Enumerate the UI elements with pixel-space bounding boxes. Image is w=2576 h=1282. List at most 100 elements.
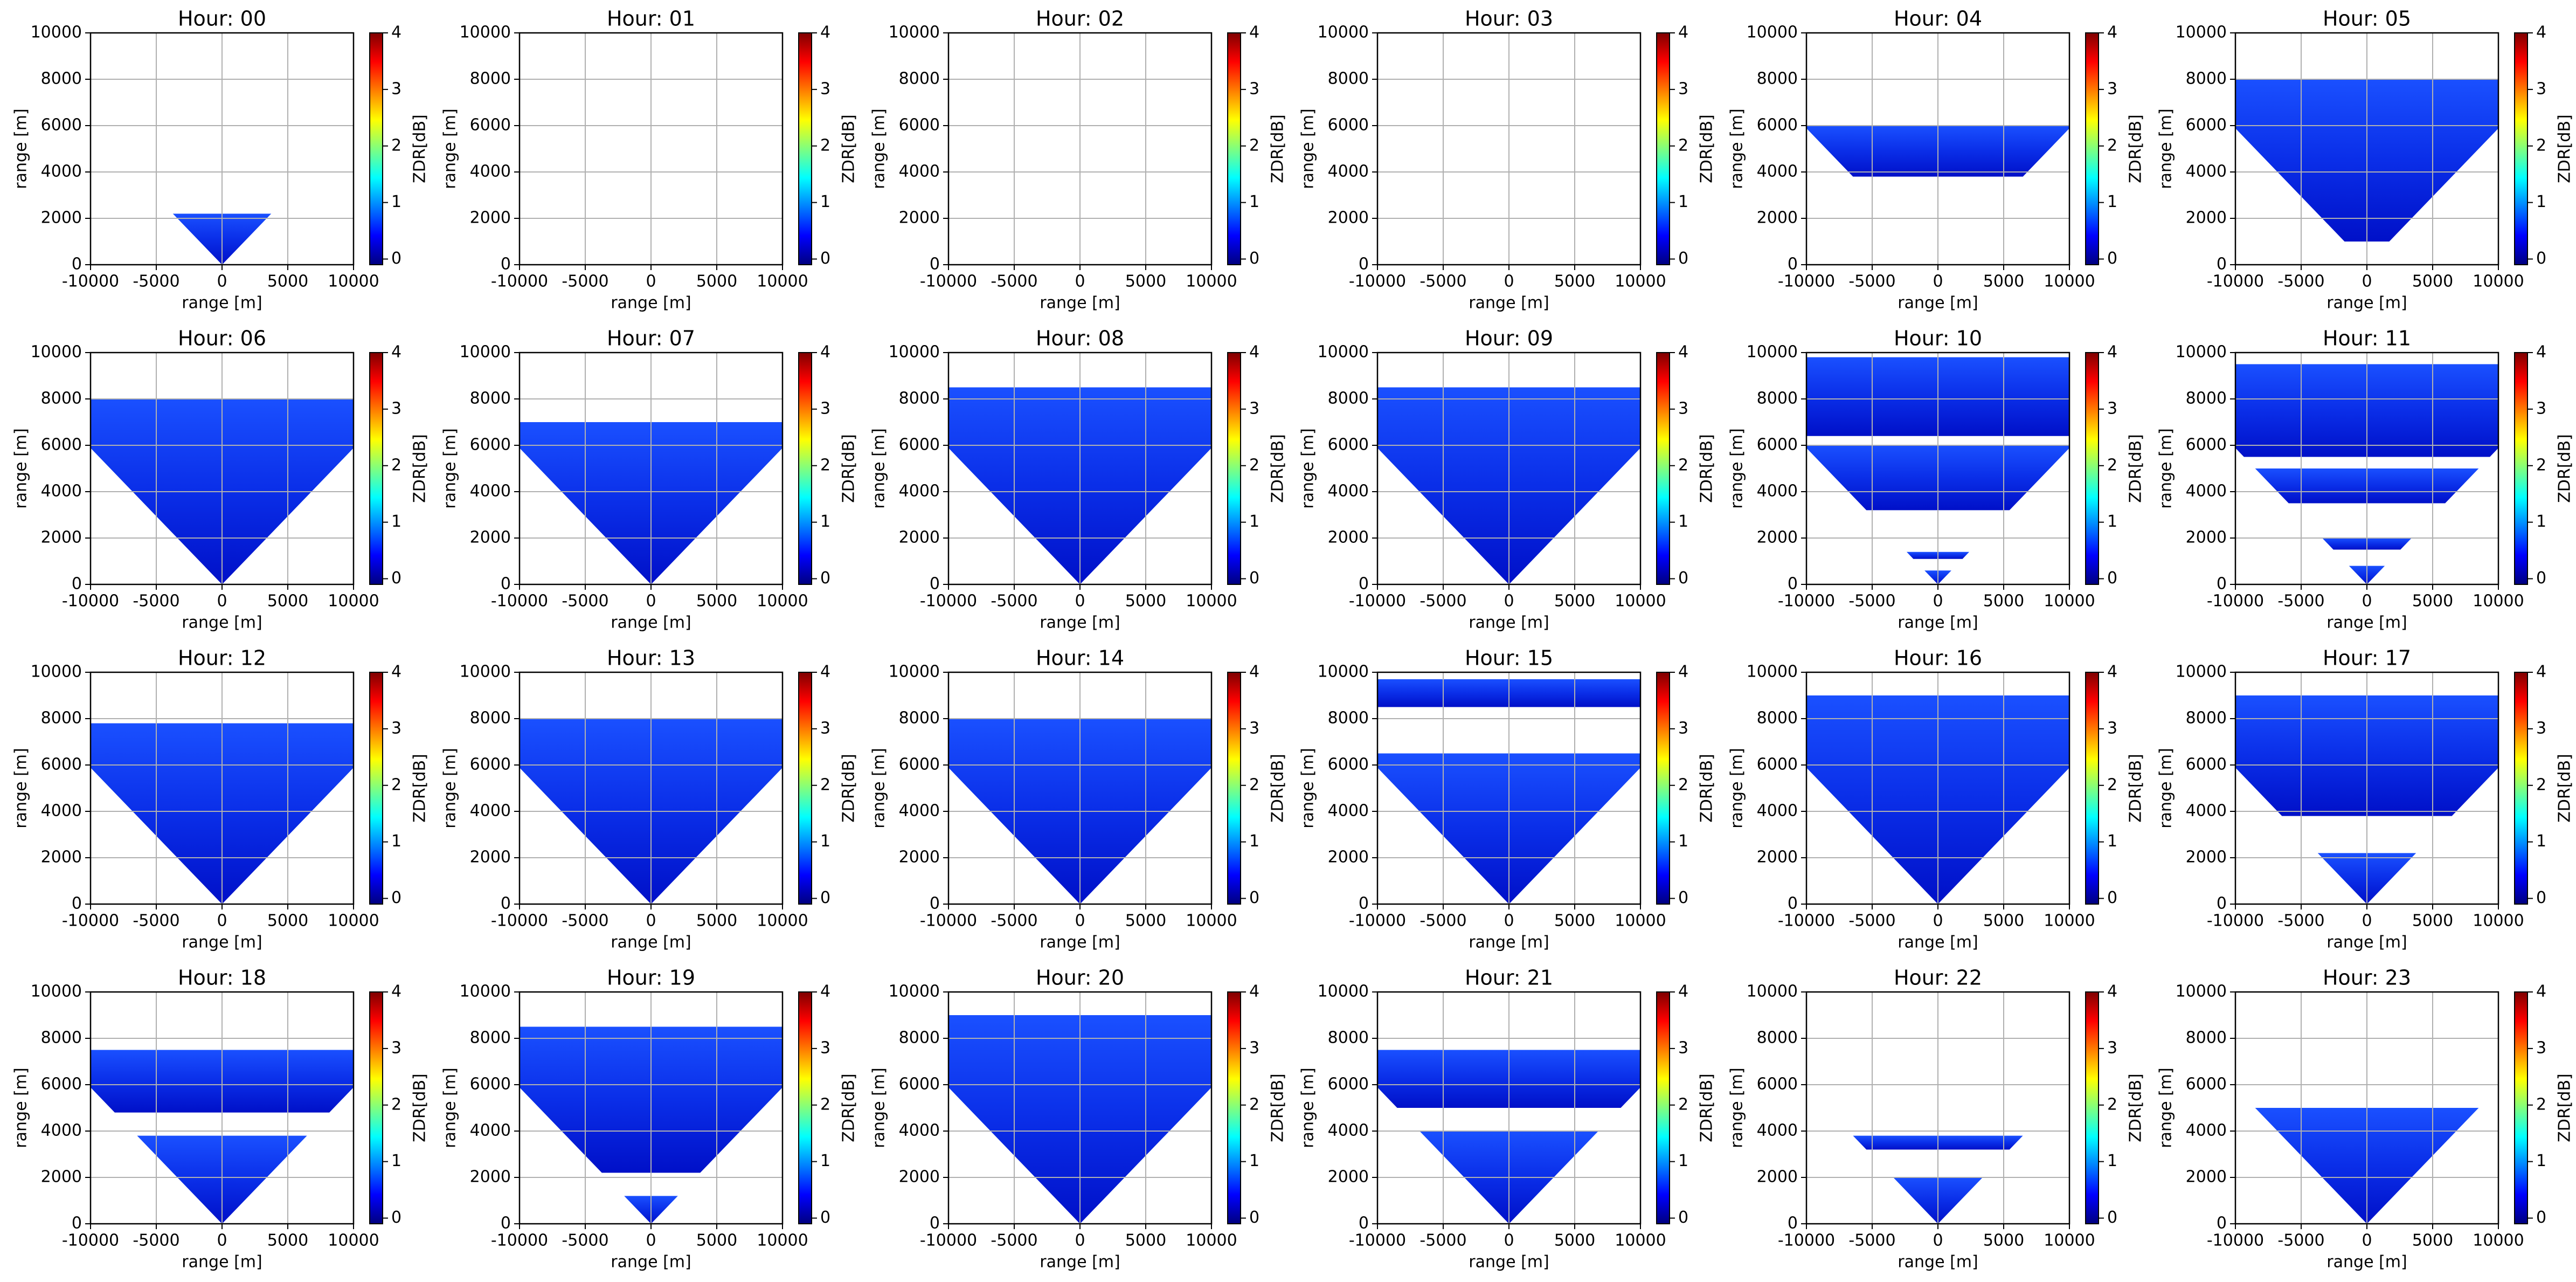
y-tick-label: 2000 xyxy=(41,209,82,228)
x-axis-label: range [m] xyxy=(1898,933,1978,952)
y-tick-label: 10000 xyxy=(1747,343,1798,362)
y-tick-label: 0 xyxy=(2217,255,2227,274)
x-tick-label: 10000 xyxy=(1615,912,1666,931)
colorbar-tick-label: 3 xyxy=(2536,1038,2546,1057)
y-axis-label: range [m] xyxy=(441,1067,460,1148)
y-tick-label: 10000 xyxy=(889,982,940,1001)
y-tick-label: 2000 xyxy=(2186,1168,2227,1187)
y-tick-label: 8000 xyxy=(470,709,511,728)
y-tick-label: 2000 xyxy=(470,528,511,547)
colorbar-tick-label: 1 xyxy=(391,512,401,531)
colorbar-tick-label: 4 xyxy=(2536,982,2546,1001)
colorbar-tick-label: 0 xyxy=(391,569,401,588)
subplot-title: Hour: 16 xyxy=(1894,646,1982,670)
colorbar-tick-label: 2 xyxy=(1678,775,1688,794)
colorbar-tick-label: 4 xyxy=(391,343,401,362)
y-tick-label: 2000 xyxy=(1757,528,1798,547)
y-axis-label: range [m] xyxy=(2157,748,2176,828)
y-tick-label: 0 xyxy=(501,575,511,594)
y-tick-label: 8000 xyxy=(1757,709,1798,728)
y-axis-label: range [m] xyxy=(870,1067,889,1148)
y-tick-label: 4000 xyxy=(899,162,940,181)
colorbar-tick-label: 4 xyxy=(391,982,401,1001)
colorbar-tick-label: 2 xyxy=(820,775,830,794)
y-tick-label: 2000 xyxy=(1328,848,1369,867)
colorbar xyxy=(369,32,383,265)
x-axis-label: range [m] xyxy=(182,1253,262,1272)
y-tick-label: 6000 xyxy=(2186,755,2227,774)
x-tick-label: -5000 xyxy=(562,912,608,931)
colorbar-tick-label: 0 xyxy=(2107,888,2117,907)
axes-frame xyxy=(2234,351,2499,585)
y-axis-label: range [m] xyxy=(2157,1067,2176,1148)
y-tick-label: 4000 xyxy=(2186,482,2227,501)
colorbar-tick-label: 3 xyxy=(1678,79,1688,98)
y-tick-label: 4000 xyxy=(2186,802,2227,821)
x-tick-label: -10000 xyxy=(1349,272,1406,291)
colorbar-tick-label: 0 xyxy=(1678,249,1688,268)
y-axis-label: range [m] xyxy=(441,108,460,189)
x-tick-label: 5000 xyxy=(267,912,308,931)
colorbar-tick-label: 0 xyxy=(391,888,401,907)
y-tick-label: 2000 xyxy=(41,528,82,547)
y-tick-label: 4000 xyxy=(1757,482,1798,501)
colorbar-tick-label: 2 xyxy=(391,775,401,794)
subplot-title: Hour: 17 xyxy=(2323,646,2411,670)
subplot-title: Hour: 15 xyxy=(1465,646,1553,670)
x-tick-label: 0 xyxy=(646,272,656,291)
y-axis-label: range [m] xyxy=(870,108,889,189)
y-tick-label: 10000 xyxy=(2176,23,2227,42)
colorbar-tick-label: 4 xyxy=(820,23,830,42)
x-tick-label: 5000 xyxy=(2412,272,2453,291)
subplot-title: Hour: 11 xyxy=(2323,327,2411,350)
subplot: Hour: 05 -10000 -5000 0 5000 10000 0 2000 4000 60… xyxy=(2157,7,2574,313)
colorbar-label: ZDR[dB] xyxy=(2556,434,2574,503)
colorbar-tick-label: 1 xyxy=(1678,512,1688,531)
y-tick-label: 6000 xyxy=(41,755,82,774)
y-tick-label: 4000 xyxy=(1328,1121,1369,1140)
subplot-title: Hour: 04 xyxy=(1894,7,1982,31)
subplot: Hour: 04 -10000 -5000 0 5000 10000 0 2000 4000 60… xyxy=(1728,7,2145,313)
colorbar-tick-label: 4 xyxy=(2107,982,2117,1001)
axes-frame xyxy=(2234,671,2499,905)
colorbar xyxy=(798,991,812,1224)
y-tick-label: 2000 xyxy=(2186,848,2227,867)
y-tick-label: 0 xyxy=(2217,575,2227,594)
colorbar xyxy=(2085,32,2099,265)
colorbar-tick-label: 3 xyxy=(820,1038,830,1057)
colorbar-tick-label: 3 xyxy=(2107,399,2117,418)
y-tick-label: 8000 xyxy=(2186,70,2227,88)
colorbar-tick-label: 0 xyxy=(1678,1208,1688,1227)
x-axis-label: range [m] xyxy=(1898,1253,1978,1272)
x-axis-label: range [m] xyxy=(2326,294,2407,313)
subplot-title: Hour: 12 xyxy=(178,646,266,670)
colorbar xyxy=(1227,991,1241,1224)
x-tick-label: 5000 xyxy=(1125,912,1166,931)
subplot: Hour: 14 -10000 -5000 0 5000 10000 0 2000 4000 60… xyxy=(870,646,1287,952)
y-tick-label: 0 xyxy=(1359,255,1369,274)
y-tick-label: 0 xyxy=(72,894,82,913)
x-tick-label: 10000 xyxy=(1615,272,1666,291)
colorbar xyxy=(1656,352,1670,585)
colorbar-tick-label: 2 xyxy=(2107,775,2117,794)
colorbar-tick-label: 1 xyxy=(820,1152,830,1170)
y-axis-label: range [m] xyxy=(1728,108,1747,189)
y-tick-label: 6000 xyxy=(470,436,511,454)
x-tick-label: 0 xyxy=(1504,272,1514,291)
y-tick-label: 10000 xyxy=(1318,982,1369,1001)
colorbar xyxy=(1227,32,1241,265)
x-tick-label: -5000 xyxy=(1419,272,1466,291)
y-axis-label: range [m] xyxy=(2157,428,2176,508)
x-tick-label: -10000 xyxy=(1778,912,1835,931)
y-tick-label: 2000 xyxy=(1757,848,1798,867)
y-tick-label: 10000 xyxy=(2176,663,2227,681)
y-tick-label: 6000 xyxy=(1757,1075,1798,1094)
axes-frame xyxy=(1376,32,1642,266)
colorbar-tick-label: 1 xyxy=(1249,832,1259,851)
x-tick-label: -5000 xyxy=(2277,272,2324,291)
x-tick-label: -10000 xyxy=(920,592,977,611)
y-tick-label: 8000 xyxy=(899,1029,940,1047)
x-tick-label: 0 xyxy=(646,1231,656,1250)
x-tick-label: 10000 xyxy=(2044,912,2095,931)
y-tick-label: 6000 xyxy=(1328,755,1369,774)
